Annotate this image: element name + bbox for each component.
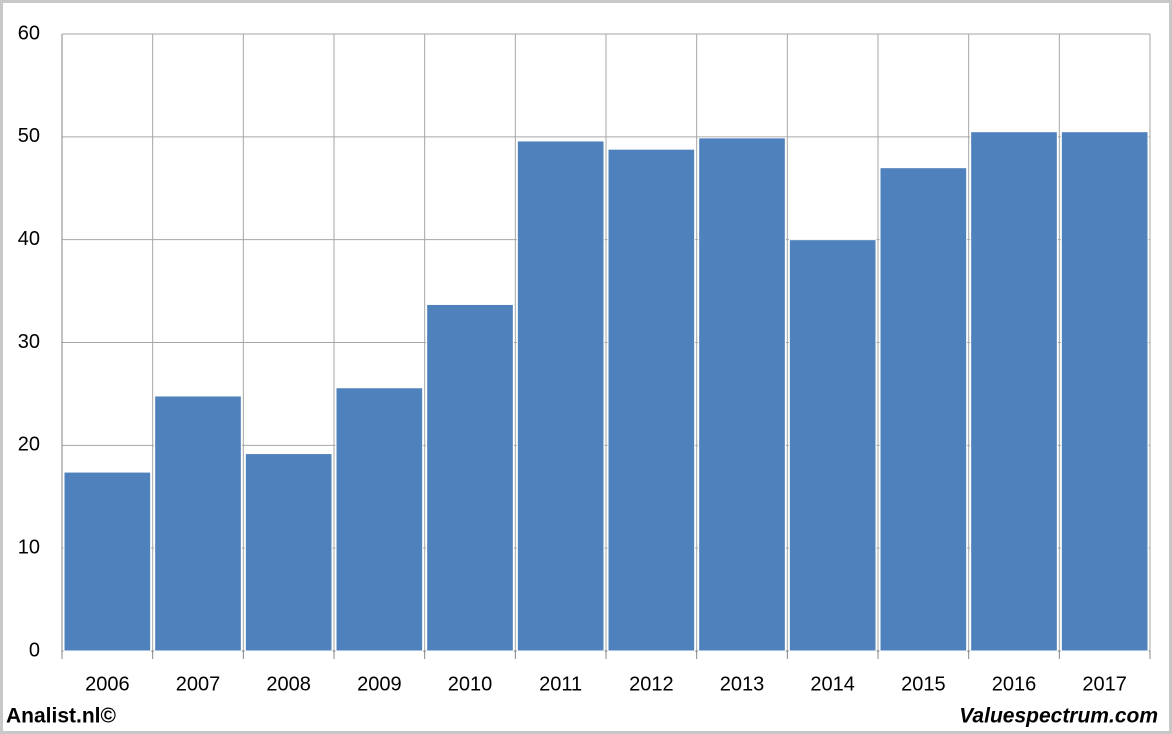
x-tick-label: 2012 [629,673,674,695]
bar [244,453,333,652]
y-tick-label: 50 [18,125,40,147]
x-tick-label: 2010 [448,673,493,695]
bar [516,140,605,652]
footer-right: Valuespectrum.com [959,705,1158,728]
x-tick-label: 2008 [266,673,311,695]
x-tick-label: 2016 [992,673,1037,695]
bar [63,471,152,652]
y-tick-label: 60 [18,22,40,44]
bar [426,303,514,652]
x-tick-label: 2011 [539,673,582,695]
x-tick-label: 2014 [810,673,855,695]
x-tick-label: 2009 [357,673,402,695]
x-tick-label: 2013 [720,673,765,695]
y-tick-label: 40 [18,228,40,250]
bar [879,167,968,652]
bar [154,395,242,652]
bar [788,239,877,652]
bar [1060,131,1149,652]
x-tick-label: 2015 [901,673,946,695]
bar [607,148,696,652]
x-tick-label: 2017 [1082,673,1127,695]
y-tick-label: 10 [18,536,40,558]
bar [698,137,786,652]
y-tick-label: 30 [18,331,40,353]
x-tick-label: 2006 [85,673,130,695]
bar [335,387,424,652]
footer-left: Analist.nl© [6,705,117,728]
x-tick-label: 2007 [176,673,221,695]
y-tick-label: 0 [29,639,40,661]
y-tick-label: 20 [18,434,40,456]
bar [970,131,1058,652]
